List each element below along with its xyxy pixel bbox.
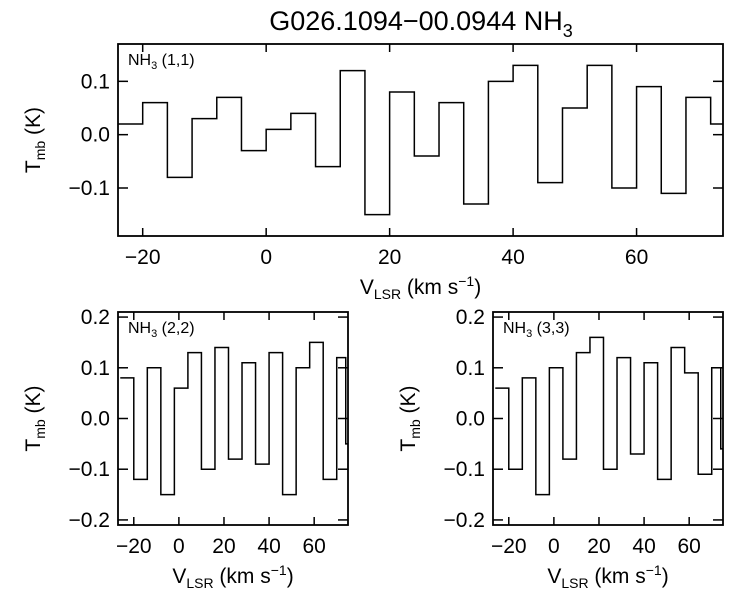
x-axis-label-sup: −1	[271, 562, 287, 578]
x-axis-label-end: )	[474, 276, 481, 299]
x-axis-label-sup: −1	[646, 562, 662, 578]
panel-label-sub: 3	[151, 328, 157, 340]
x-axis-label-main: V	[172, 565, 186, 588]
x-tick-label: 20	[378, 246, 401, 269]
y-tick-label: 0.2	[456, 306, 485, 329]
x-tick-label: −20	[125, 246, 161, 269]
figure-title-sub: 3	[563, 21, 573, 41]
x-axis-label-sub: LSR	[186, 575, 213, 591]
y-axis-label-sub: mb	[32, 141, 48, 161]
y-axis-label-tail: (K)	[22, 107, 45, 141]
panel-label-main: NH	[128, 52, 151, 69]
y-axis-label: Tmb (K)	[22, 385, 48, 451]
y-axis-label-sub: mb	[32, 419, 48, 439]
y-tick-label: 0.1	[81, 357, 110, 380]
x-axis-label: VLSR (km s−1)	[547, 562, 668, 591]
x-axis-label-main: V	[360, 276, 374, 299]
y-axis-label-tail: (K)	[22, 385, 45, 419]
panel-label-sub: 3	[151, 60, 157, 72]
x-axis-label-sup: −1	[458, 273, 474, 289]
panel-label: NH3 (2,2)	[128, 320, 195, 340]
plot-frame	[117, 43, 724, 237]
panel-label: NH3 (1,1)	[128, 52, 195, 72]
panel-nh3-3-3: −20 0 20 40 60 0.2 0.1 0.0 −0.1 −0.2 NH3 (3,3) VLSR…	[397, 306, 724, 591]
x-tick-label: 0	[548, 535, 560, 558]
y-axis-label-main: T	[22, 439, 45, 452]
x-tick-label: 40	[257, 535, 280, 558]
x-axis-label-tail: (km s	[214, 565, 271, 588]
y-tick-label: 0.1	[81, 70, 110, 93]
y-tick-label: 0.1	[456, 357, 485, 380]
x-axis-label-tail: (km s	[401, 276, 458, 299]
plot-frame	[117, 311, 349, 526]
x-tick-label: 0	[173, 535, 185, 558]
y-tick-label: −0.2	[444, 509, 485, 532]
y-axis-label-tail: (K)	[397, 385, 420, 419]
x-tick-label: 20	[212, 535, 235, 558]
figure-title: G026.1094−00.0944 NH3	[269, 6, 573, 41]
x-tick-label: 60	[677, 535, 700, 558]
y-axis-label-main: T	[22, 160, 45, 173]
x-tick-label: 40	[632, 535, 655, 558]
y-axis-label: Tmb (K)	[397, 385, 423, 451]
x-axis-label-end: )	[287, 565, 294, 588]
y-tick-label: −0.1	[444, 458, 485, 481]
y-tick-label: −0.1	[69, 458, 110, 481]
y-tick-label: 0.0	[81, 124, 110, 147]
panel-label-main: NH	[128, 320, 151, 337]
y-tick-label: 0.0	[81, 408, 110, 431]
panel-label-main: NH	[503, 320, 526, 337]
y-axis-label: Tmb (K)	[22, 107, 48, 173]
plot-frame	[492, 311, 724, 526]
panel-label: NH3 (3,3)	[503, 320, 570, 340]
y-tick-label: 0.2	[81, 306, 110, 329]
panel-label-tail: (2,2)	[157, 320, 194, 337]
x-tick-label: 60	[302, 535, 325, 558]
spectrum-line	[495, 336, 723, 496]
panel-label-sub: 3	[526, 328, 532, 340]
x-axis-label: VLSR (km s−1)	[172, 562, 293, 591]
spectrum-line	[118, 64, 723, 216]
y-tick-label: −0.1	[69, 177, 110, 200]
y-tick-label: 0.0	[456, 408, 485, 431]
panel-nh3-2-2: −20 0 20 40 60 0.2 0.1 0.0 −0.1 −0.2 NH3 (2,2) VLSR…	[22, 306, 349, 591]
x-axis-label-sub: LSR	[561, 575, 588, 591]
panel-nh3-1-1: −20 0 20 40 60 0.1 0.0 −0.1 NH3 (1,1) VLSR (km s−…	[22, 43, 724, 302]
y-axis-label-main: T	[397, 439, 420, 452]
x-tick-label: 60	[625, 246, 648, 269]
y-tick-label: −0.2	[69, 509, 110, 532]
panel-label-tail: (1,1)	[157, 52, 194, 69]
y-axis-label-sub: mb	[407, 419, 423, 439]
x-axis-label: VLSR (km s−1)	[360, 273, 481, 302]
spectrum-line	[120, 341, 348, 496]
x-axis-label-sub: LSR	[374, 286, 401, 302]
x-tick-label: 0	[260, 246, 272, 269]
x-axis-label-tail: (km s	[589, 565, 646, 588]
x-axis-label-main: V	[547, 565, 561, 588]
x-tick-label: 40	[501, 246, 524, 269]
x-axis-label-end: )	[662, 565, 669, 588]
figure-title-main: G026.1094−00.0944 NH	[269, 6, 562, 36]
x-tick-label: −20	[116, 535, 152, 558]
x-tick-label: −20	[491, 535, 527, 558]
panel-label-tail: (3,3)	[532, 320, 569, 337]
x-tick-label: 20	[587, 535, 610, 558]
